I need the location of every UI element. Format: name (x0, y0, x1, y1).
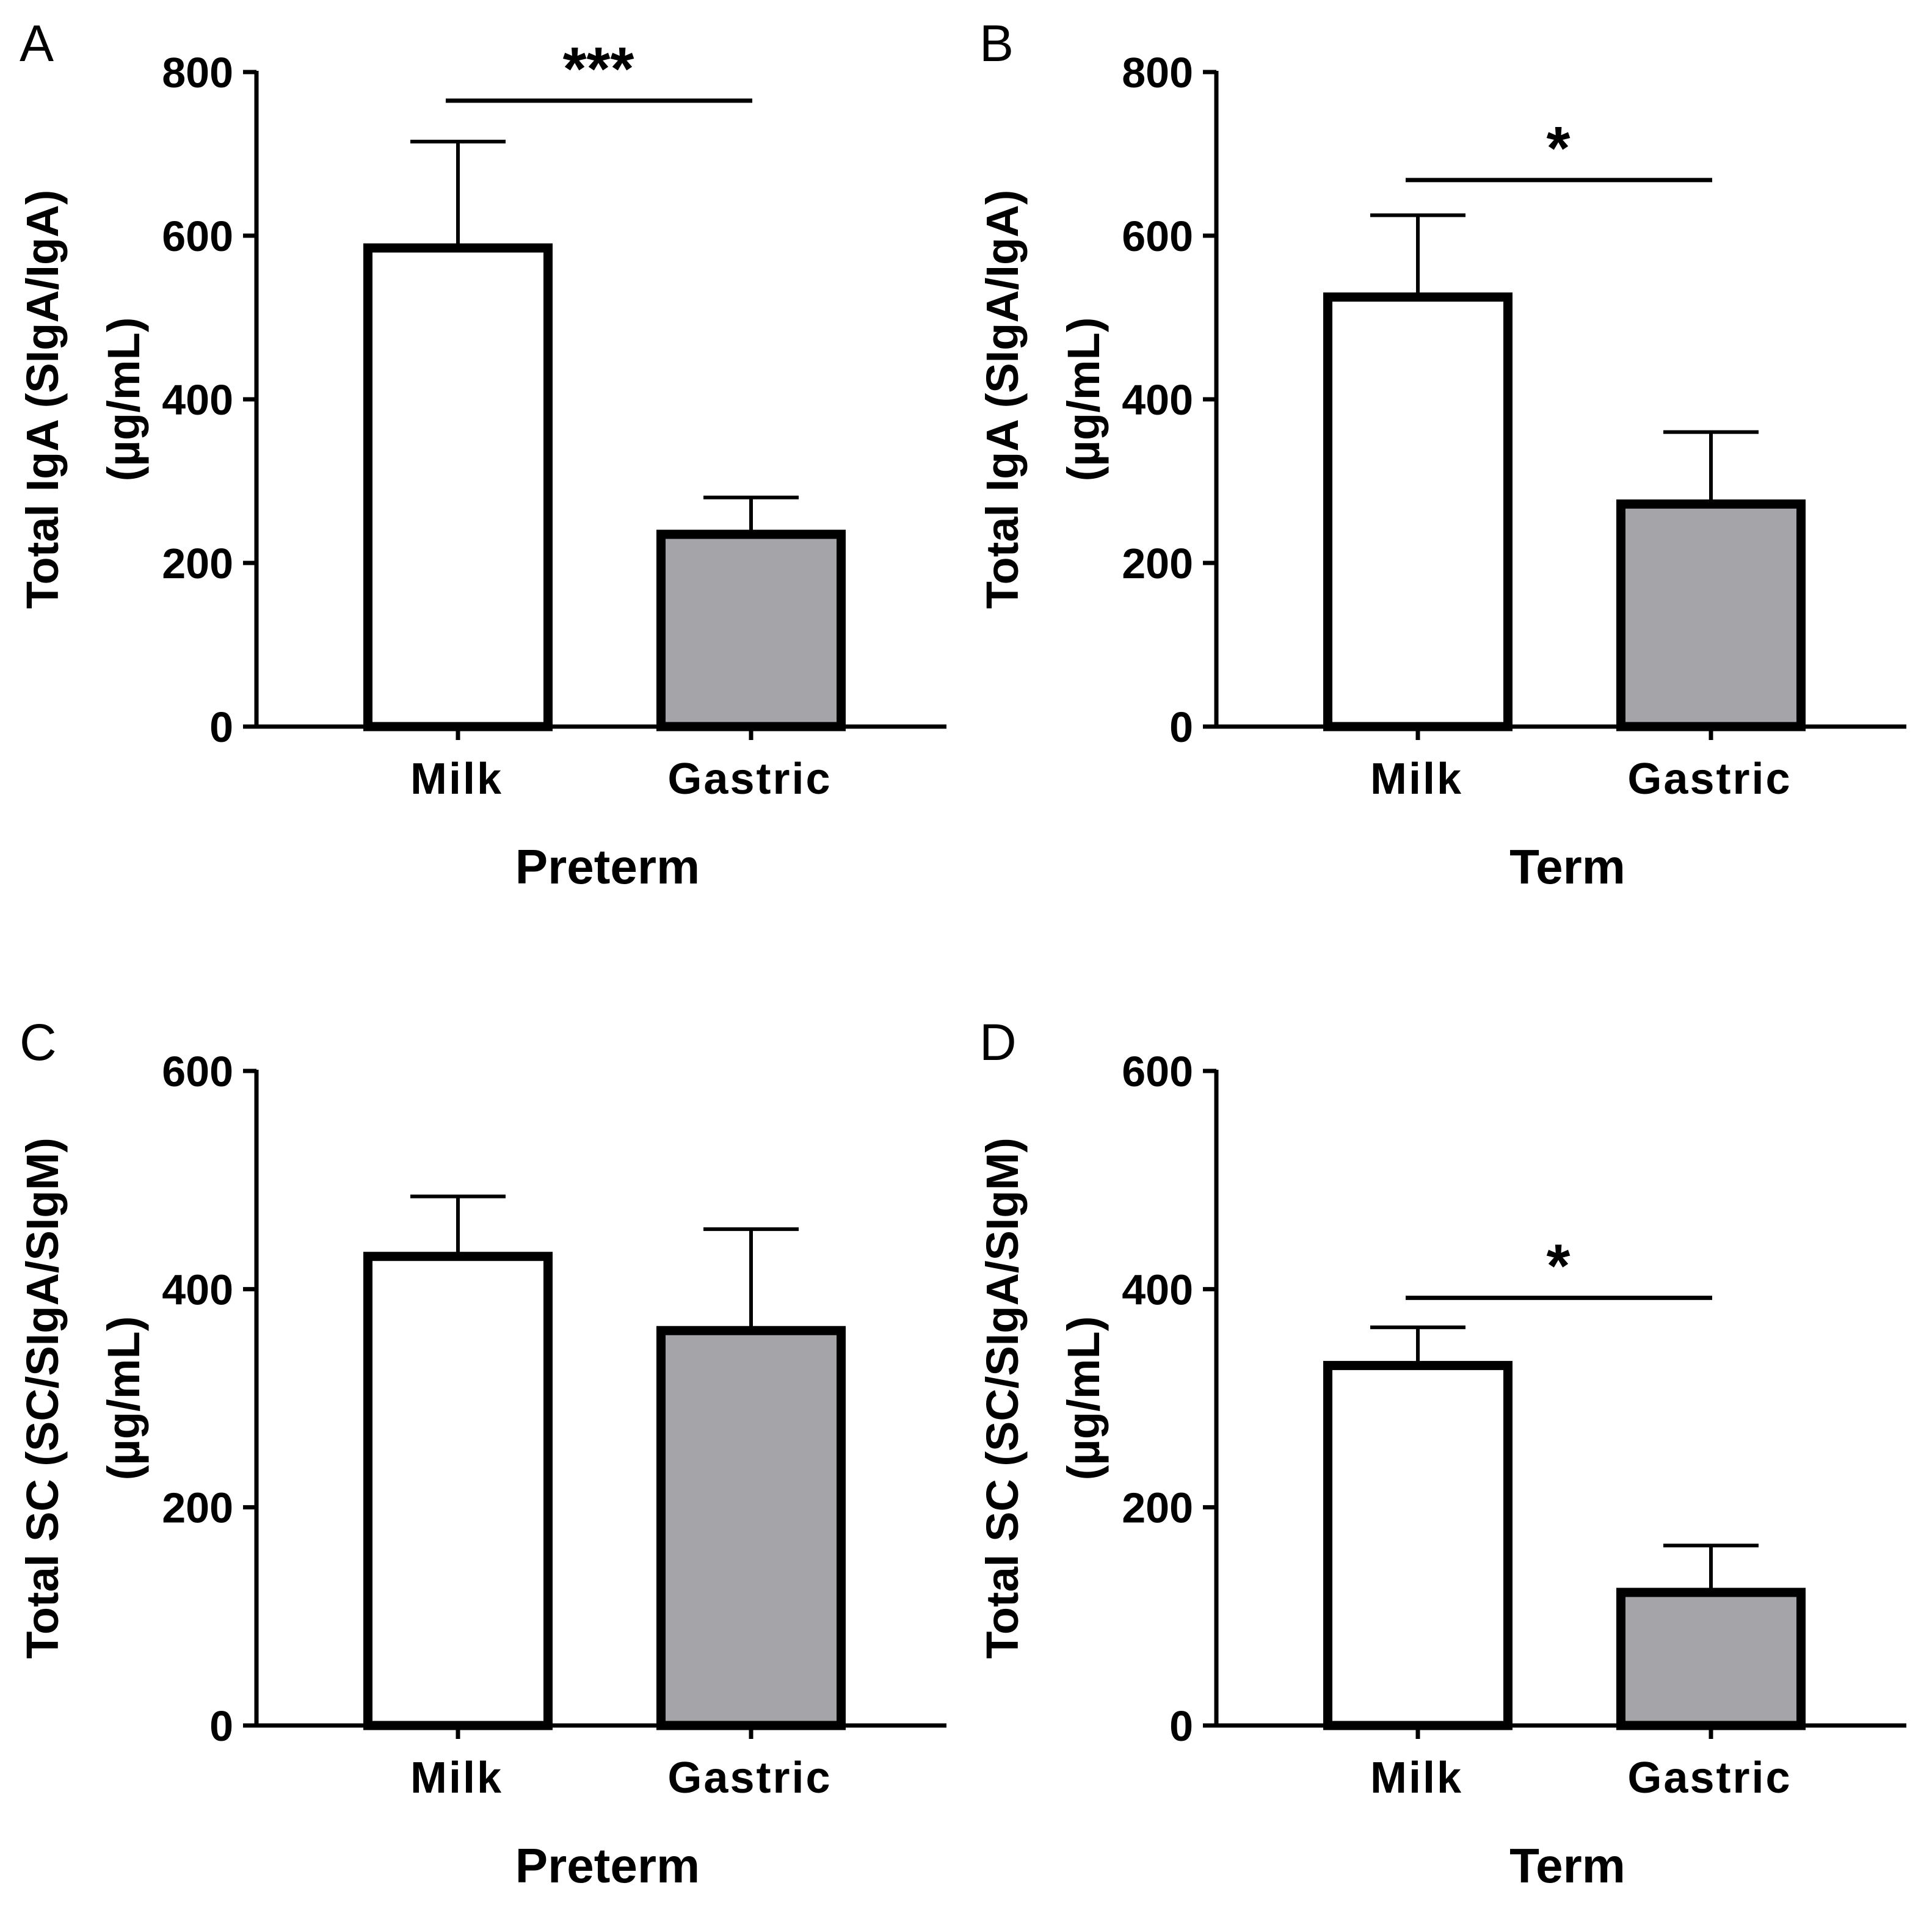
x-axis-title: Preterm (515, 1838, 700, 1893)
panel-c: C 0 200 400 600 Milk Gastric Preterm Total SC (S… (17, 1014, 946, 1893)
category-label: Gastric (667, 755, 832, 804)
y-tick-label: 400 (162, 376, 233, 424)
bar-milk (363, 243, 553, 731)
bar-milk (1323, 1360, 1513, 1730)
y-tick-label: 400 (162, 1266, 233, 1313)
bar-gastric (656, 1326, 846, 1730)
x-axis-title: Preterm (515, 840, 700, 894)
significance-label: *** (563, 35, 634, 103)
category-label: Gastric (1627, 755, 1792, 804)
panel-letter: D (979, 1014, 1017, 1071)
y-tick-label: 0 (1169, 1702, 1193, 1750)
panel-letter: B (979, 15, 1014, 72)
y-tick-label: 400 (1122, 1266, 1193, 1313)
panel-letter: A (20, 15, 54, 72)
y-tick-label: 600 (162, 1048, 233, 1095)
y-tick-label: 200 (1122, 1484, 1193, 1532)
y-tick-label: 0 (209, 1702, 233, 1750)
bar-milk (363, 1252, 553, 1730)
bar-gastric (656, 529, 846, 731)
y-axis-unit: (µg/mL) (1058, 318, 1109, 482)
y-axis-title: Total IgA (SIgA/IgA) (17, 190, 68, 609)
bar-gastric (1616, 499, 1806, 731)
y-axis-title: Total IgA (SIgA/IgA) (977, 190, 1028, 609)
x-axis-title: Term (1509, 840, 1625, 894)
y-tick-label: 200 (162, 1484, 233, 1532)
bar-gastric (1616, 1588, 1806, 1730)
y-tick-label: 600 (162, 212, 233, 260)
category-label: Gastric (1627, 1754, 1792, 1802)
significance-label: * (1547, 114, 1571, 183)
y-tick-label: 0 (1169, 703, 1193, 751)
y-tick-label: 0 (209, 703, 233, 751)
category-label: Milk (1370, 755, 1463, 804)
y-tick-label: 800 (1122, 49, 1193, 96)
category-label: Milk (410, 755, 503, 804)
y-tick-label: 200 (1122, 540, 1193, 587)
y-tick-label: 400 (1122, 376, 1193, 424)
bar-milk (1323, 292, 1513, 731)
y-tick-label: 200 (162, 540, 233, 587)
y-tick-label: 600 (1122, 212, 1193, 260)
category-label: Milk (410, 1754, 503, 1802)
y-axis-unit: (µg/mL) (98, 318, 149, 482)
significance-label: * (1547, 1232, 1571, 1301)
category-label: Milk (1370, 1754, 1463, 1802)
y-axis-unit: (µg/mL) (98, 1316, 149, 1481)
panel-letter: C (20, 1014, 57, 1071)
category-label: Gastric (667, 1754, 832, 1802)
y-axis-title: Total SC (SC/SIgA/SIgM) (17, 1138, 68, 1659)
x-axis-title: Term (1509, 1838, 1625, 1893)
y-axis-unit: (µg/mL) (1058, 1316, 1109, 1481)
panel-a: A 0 200 400 600 800 Milk Gastric Preterm Total Ig… (17, 15, 946, 894)
y-axis-title: Total SC (SC/SIgA/SIgM) (977, 1138, 1028, 1659)
y-tick-label: 600 (1122, 1048, 1193, 1095)
y-tick-label: 800 (162, 49, 233, 96)
